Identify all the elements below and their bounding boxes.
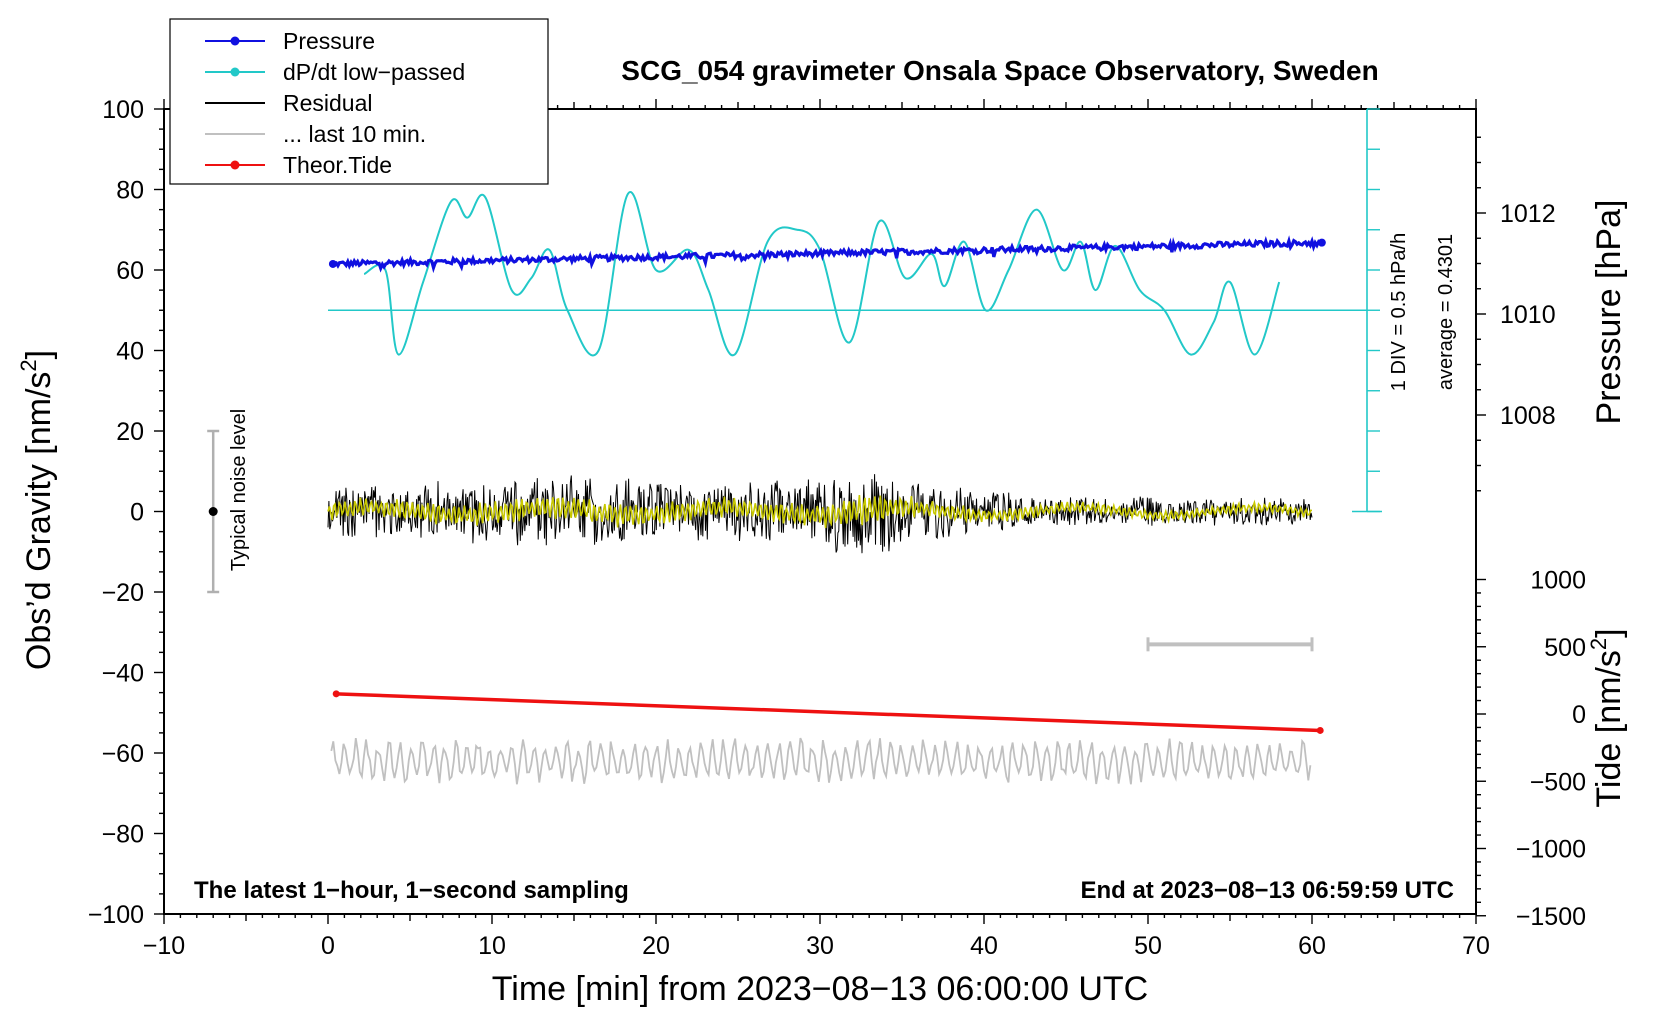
pressure-tick-label: 1010 <box>1500 301 1556 329</box>
div-label: 1 DIV = 0.5 hPa/h <box>1388 233 1410 391</box>
y-tick-label: −20 <box>102 579 144 607</box>
tide-tick-label: −1500 <box>1516 903 1586 931</box>
x-tick-label: 0 <box>321 932 335 960</box>
tide-tick-label: −500 <box>1530 768 1586 796</box>
tide-tick-label: 0 <box>1572 701 1586 729</box>
tide-end-point <box>1316 726 1324 734</box>
tide-axis-label-close: ] <box>1590 628 1628 637</box>
legend-label: ... last 10 min. <box>283 121 426 147</box>
x-tick-label: 10 <box>478 932 506 960</box>
legend-label: Residual <box>283 90 373 116</box>
average-label: average = 0.4301 <box>1435 234 1457 390</box>
y-tick-label: −80 <box>102 821 144 849</box>
pressure-end-point <box>1317 238 1326 247</box>
y-tick-label: 100 <box>102 96 144 124</box>
legend-swatch-marker <box>230 67 240 77</box>
sampling-note: The latest 1−hour, 1−second sampling <box>194 877 629 904</box>
y-axis-label-superscript: 2 <box>16 359 41 371</box>
x-tick-label: 60 <box>1298 932 1326 960</box>
y-tick-label: −40 <box>102 660 144 688</box>
legend-box <box>169 18 549 185</box>
legend-swatch-marker <box>230 160 240 170</box>
y-tick-labels: 100 80 60 40 20 0 −20 −40 −60 −80 −100 <box>88 96 144 929</box>
pressure-tick-label: 1008 <box>1500 402 1556 430</box>
tide-axis: 1000 500 0 −500 −1000 −1500 <box>1476 567 1586 931</box>
tide-start-point <box>332 690 340 698</box>
tide-axis-label-superscript: 2 <box>1586 638 1611 650</box>
series-layer <box>327 191 1367 785</box>
tide-axis-label-base: Tide [nm/s <box>1590 650 1628 807</box>
tide-series-line <box>336 692 1321 733</box>
time-scale-bar <box>1146 637 1314 652</box>
dpdt-series-line <box>363 191 1281 357</box>
legend: Pressure dP/dt low−passed Residual ... last… <box>169 18 549 185</box>
tide-tick-label: −1000 <box>1516 836 1586 864</box>
tide-tick-label: 500 <box>1544 634 1586 662</box>
tide-axis-label: Tide [nm/s2] <box>1586 628 1628 807</box>
pressure-axis: 1012 1010 1008 <box>1476 136 1556 492</box>
pressure-series-line <box>332 235 1324 274</box>
noise-level-bar <box>207 429 220 594</box>
x-tick-label: 50 <box>1134 932 1162 960</box>
x-tick-labels: −10 0 10 20 30 40 50 60 70 <box>143 932 1490 960</box>
y-tick-label: 60 <box>116 257 144 285</box>
y-axis-label: Obs’d Gravity [nm/s2] <box>16 350 58 670</box>
x-axis-label: Time [min] from 2023−08−13 06:00:00 UTC <box>492 970 1148 1008</box>
legend-label: dP/dt low−passed <box>283 59 465 85</box>
pressure-start-point <box>328 259 337 268</box>
y-tick-label: 40 <box>116 338 144 366</box>
y-tick-label: −100 <box>88 901 144 929</box>
legend-swatch-marker <box>230 36 240 46</box>
end-time-note: End at 2023−08−13 06:59:59 UTC <box>1080 877 1454 904</box>
noise-level-label: Typical noise level <box>228 409 250 571</box>
x-tick-label: 40 <box>970 932 998 960</box>
y-tick-label: −60 <box>102 740 144 768</box>
pressure-axis-label: Pressure [hPa] <box>1590 200 1628 425</box>
x-tick-label: 20 <box>642 932 670 960</box>
x-tick-label: 30 <box>806 932 834 960</box>
y-axis-label-base: Obs’d Gravity [nm/s <box>20 372 58 671</box>
y-tick-label: 80 <box>116 177 144 205</box>
legend-label: Theor.Tide <box>283 152 392 178</box>
legend-label: Pressure <box>283 28 375 54</box>
x-tick-label: 70 <box>1462 932 1490 960</box>
residual-smoothed-line <box>327 495 1312 529</box>
y-tick-label: 20 <box>116 418 144 446</box>
pressure-tick-label: 1012 <box>1500 200 1556 228</box>
last-10-min-line <box>330 737 1312 785</box>
y-axis-label-close: ] <box>20 350 58 359</box>
chart-title: SCG_054 gravimeter Onsala Space Observat… <box>621 55 1378 86</box>
noise-bar-center-dot <box>208 507 218 516</box>
x-tick-label: −10 <box>143 932 185 960</box>
tide-tick-label: 1000 <box>1530 567 1586 595</box>
y-tick-label: 0 <box>130 499 144 527</box>
